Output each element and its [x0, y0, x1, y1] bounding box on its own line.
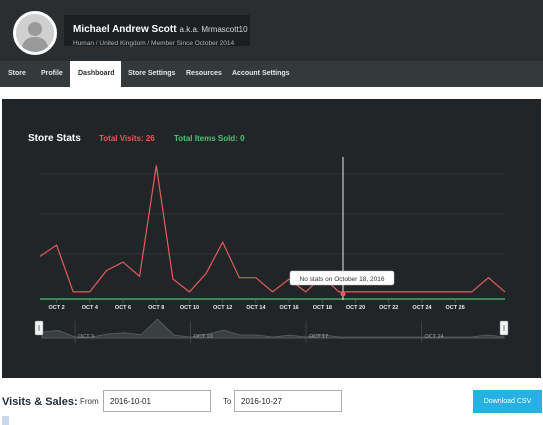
- from-label: From: [80, 397, 99, 406]
- from-date-input[interactable]: [103, 390, 211, 412]
- profile-name: Michael Andrew Scott: [73, 24, 177, 35]
- navigator-tick-label: OCT 17: [309, 334, 328, 340]
- panel-title: Store Stats: [28, 133, 81, 144]
- range-navigator[interactable]: OCT 3 OCT 10 OCT 17 OCT 24: [34, 318, 509, 343]
- x-tick-label: OCT 20: [346, 305, 365, 311]
- tab-bar: Store Profile Dashboard Store Settings R…: [0, 61, 543, 87]
- profile-subtitle: Human / United Kingdom / Member Since Oc…: [73, 40, 235, 47]
- tooltip-text: No stats on October 18, 2016: [300, 276, 385, 283]
- x-tick-label: OCT 24: [412, 305, 432, 311]
- x-tick-label: OCT 22: [379, 305, 398, 311]
- x-tick-label: OCT 12: [213, 305, 232, 311]
- to-label: To: [223, 397, 232, 406]
- avatar[interactable]: [13, 11, 57, 55]
- navigator-tick-label: OCT 3: [78, 334, 94, 340]
- tab-profile[interactable]: Profile: [41, 70, 63, 77]
- visits-sales-label: Visits & Sales:: [2, 396, 78, 408]
- tab-store[interactable]: Store: [8, 70, 26, 77]
- tab-account-settings[interactable]: Account Settings: [232, 70, 290, 77]
- tooltip: No stats on October 18, 2016: [289, 270, 395, 286]
- to-date-input[interactable]: [234, 390, 342, 412]
- total-visits: Total Visits: 26: [99, 134, 155, 143]
- visits-line: [39, 165, 506, 293]
- x-tick-label: OCT 8: [148, 305, 164, 311]
- tab-resources[interactable]: Resources: [186, 70, 222, 77]
- total-items-sold: Total Items Sold: 0: [174, 134, 245, 143]
- store-stats-panel: Store Stats Total Visits: 26 Total Items…: [2, 99, 541, 378]
- x-tick-label: OCT 10: [180, 305, 199, 311]
- x-tick-label: OCT 6: [115, 305, 131, 311]
- navigator-right-handle[interactable]: [499, 320, 509, 336]
- profile-aka: a.k.a. Mrmascott10: [179, 25, 248, 34]
- x-tick-label: OCT 4: [82, 305, 99, 311]
- x-tick-label: OCT 18: [313, 305, 332, 311]
- stats-chart[interactable]: OCT 2 OCT 4 OCT 6 OCT 8 OCT 10 OCT 12 OCT 14 OC…: [2, 99, 541, 378]
- x-tick-label: OCT 16: [279, 305, 298, 311]
- navigator-left-handle[interactable]: [34, 320, 44, 336]
- tab-store-settings[interactable]: Store Settings: [128, 70, 176, 77]
- tab-dashboard[interactable]: Dashboard: [70, 61, 121, 87]
- x-tick-label: OCT 26: [446, 305, 465, 311]
- profile-name-box: Michael Andrew Scott a.k.a. Mrmascott10 H…: [64, 15, 250, 47]
- user-silhouette-icon: [16, 14, 54, 52]
- navigator-tick-label: OCT 24: [425, 334, 444, 340]
- hover-point: [340, 291, 346, 297]
- x-tick-label: OCT 2: [49, 305, 65, 311]
- profile-header: Michael Andrew Scott a.k.a. Mrmascott10 H…: [0, 0, 543, 61]
- navigator-area: [41, 318, 505, 339]
- download-csv-button[interactable]: Download CSV: [473, 390, 542, 413]
- navigator-tick-label: OCT 10: [194, 334, 213, 340]
- selection-marker: [2, 416, 9, 425]
- x-tick-label: OCT 14: [246, 305, 266, 311]
